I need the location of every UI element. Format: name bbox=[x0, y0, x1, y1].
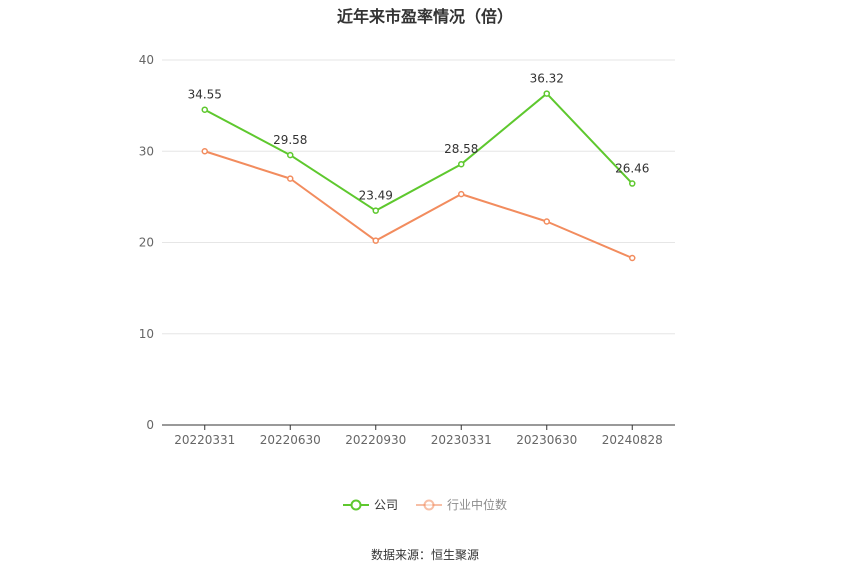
x-tick-label: 20220331 bbox=[174, 433, 235, 447]
data-source: 数据来源：恒生聚源 bbox=[370, 548, 479, 562]
legend-label-company: 公司 bbox=[373, 498, 398, 512]
y-tick-label: 40 bbox=[139, 53, 154, 67]
data-point-industry-median bbox=[543, 218, 550, 225]
data-point-company bbox=[201, 106, 208, 113]
x-tick-label: 20220630 bbox=[260, 433, 321, 447]
legend-item-company[interactable]: 公司 bbox=[342, 496, 398, 513]
data-point-industry-median bbox=[629, 254, 636, 262]
data-point-company bbox=[629, 180, 636, 187]
data-point-industry-median bbox=[372, 237, 379, 244]
data-label-company: 34.55 bbox=[188, 88, 222, 102]
data-point-industry-median bbox=[458, 190, 465, 198]
legend-item-industry-median[interactable]: 行业中位数 bbox=[416, 496, 507, 513]
data-point-company bbox=[458, 160, 465, 168]
data-label-company: 28.58 bbox=[444, 142, 478, 156]
x-tick-label: 20230630 bbox=[516, 433, 577, 447]
data-point-company bbox=[287, 151, 294, 159]
series-line-company bbox=[204, 92, 633, 212]
series-line-industry-median bbox=[204, 150, 633, 259]
data-label-company: 23.49 bbox=[359, 189, 393, 203]
data-point-company bbox=[543, 90, 550, 97]
chart-title: 近年来市盈率情况（倍） bbox=[336, 7, 513, 26]
data-label-company: 36.32 bbox=[530, 72, 564, 86]
data-label-company: 29.58 bbox=[273, 133, 307, 147]
y-tick-label: 0 bbox=[146, 418, 154, 432]
y-tick-label: 10 bbox=[139, 327, 154, 341]
data-point-industry-median bbox=[287, 175, 294, 182]
legend-line-icon-company bbox=[342, 499, 369, 510]
data-point-company bbox=[372, 207, 379, 214]
legend-line-icon-industry-median bbox=[416, 499, 442, 510]
data-point-industry-median bbox=[201, 148, 208, 155]
x-tick-label: 20220930 bbox=[345, 433, 406, 447]
x-tick-label: 20230331 bbox=[431, 433, 492, 447]
x-tick-label: 20240828 bbox=[602, 433, 663, 447]
y-tick-label: 20 bbox=[139, 236, 154, 250]
y-tick-label: 30 bbox=[139, 144, 154, 158]
legend-label-industry-median: 行业中位数 bbox=[447, 498, 508, 512]
data-label-company: 26.46 bbox=[615, 162, 649, 176]
chart-legend: 公司 行业中位数 bbox=[0, 496, 850, 513]
